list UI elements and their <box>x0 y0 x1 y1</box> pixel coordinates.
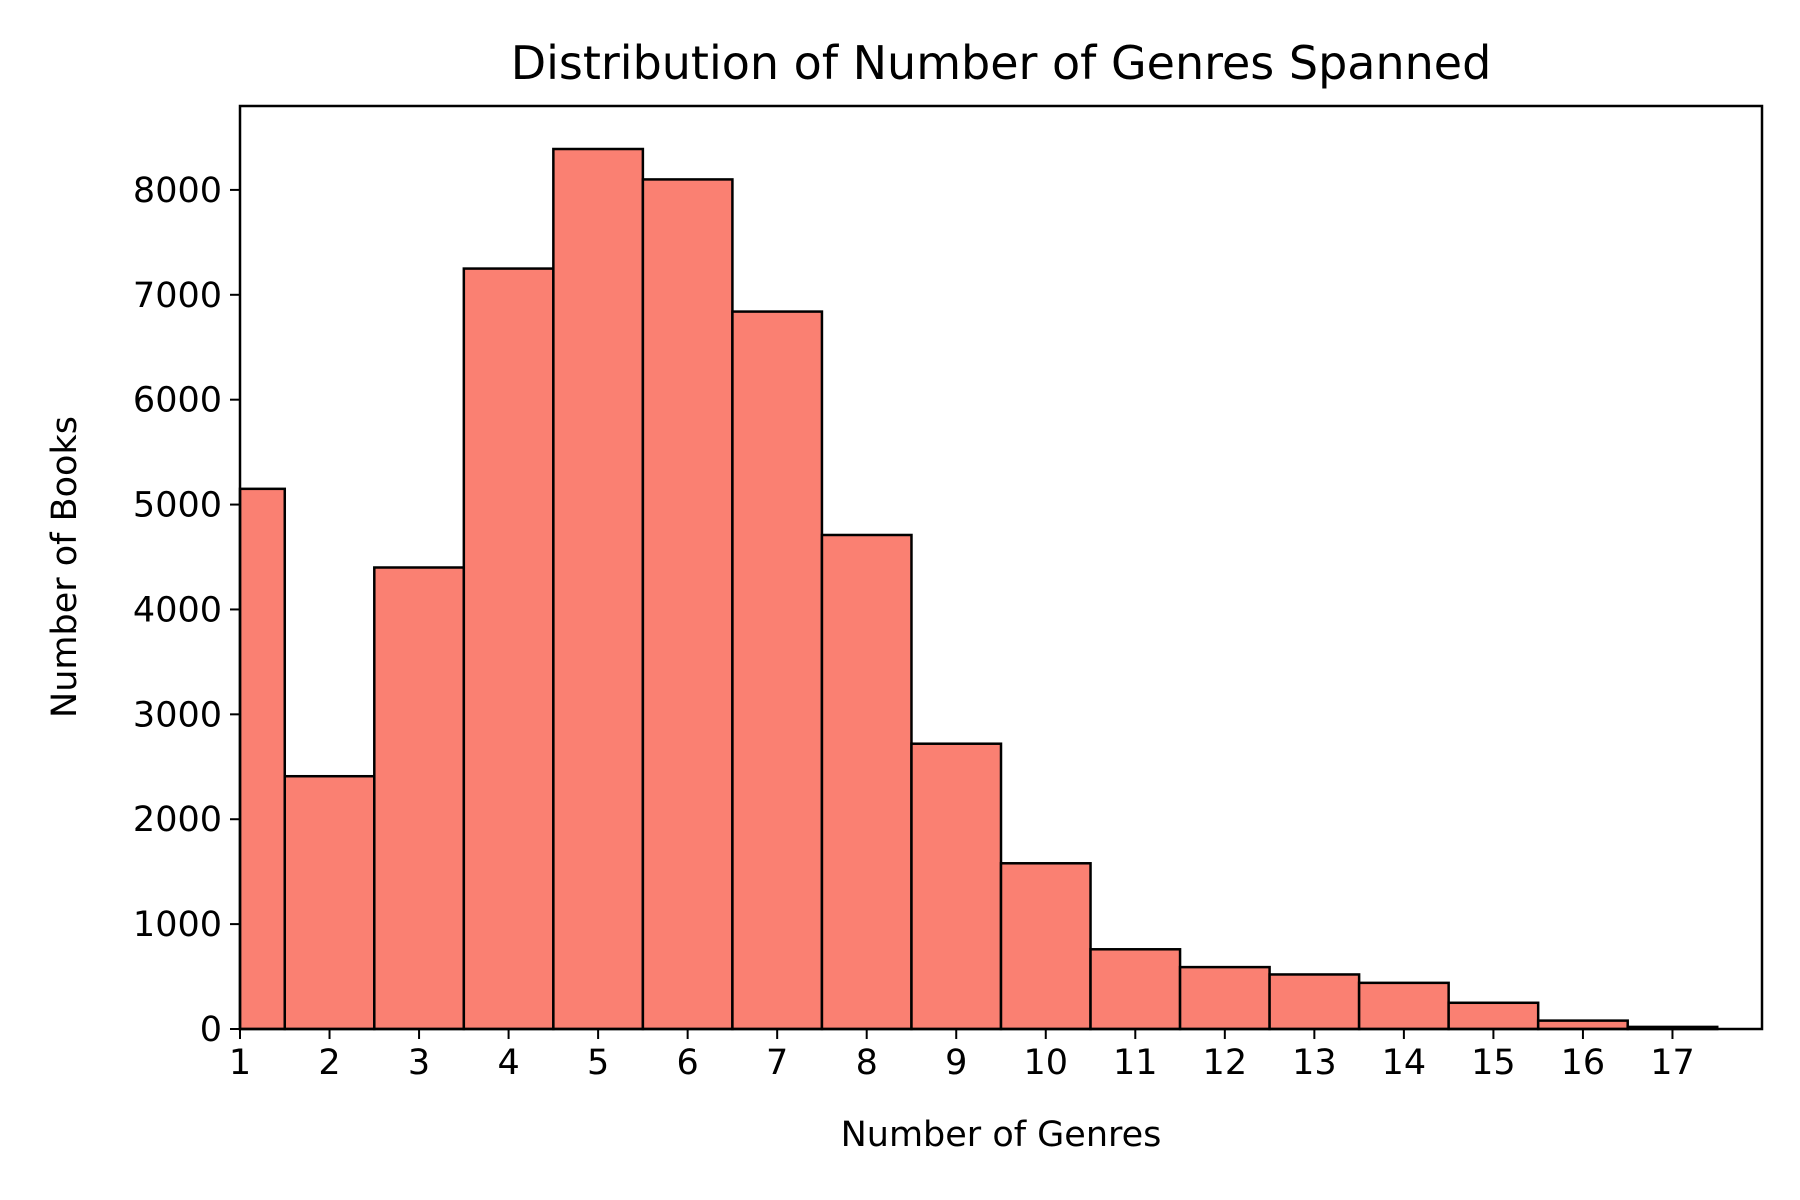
x-tick-label: 9 <box>945 1043 967 1083</box>
y-tick-label: 6000 <box>133 381 222 421</box>
histogram-bar-8 <box>820 533 913 1031</box>
y-axis-ticks: 0 1000 2000 3000 4000 5000 6000 7000 8000 <box>133 171 240 1050</box>
y-tick-label: 4000 <box>133 590 222 630</box>
histogram-bar-10 <box>999 862 1092 1031</box>
x-axis-label: Number of Genres <box>841 1115 1162 1155</box>
histogram-bar-2 <box>283 774 376 1031</box>
y-tick-label: 0 <box>200 1010 222 1050</box>
histogram-bar-7 <box>731 310 824 1031</box>
x-tick-label: 11 <box>1113 1043 1158 1083</box>
histogram-bar-1 <box>238 487 287 1031</box>
histogram-bar-6 <box>641 178 734 1031</box>
x-tick-label: 3 <box>408 1043 430 1083</box>
y-axis-label: Number of Books <box>45 416 85 718</box>
x-tick-label: 14 <box>1382 1043 1427 1083</box>
histogram-bar-4 <box>462 267 555 1031</box>
x-tick-label: 16 <box>1561 1043 1606 1083</box>
histogram-bar-5 <box>552 147 645 1031</box>
histogram-bar-13 <box>1268 973 1361 1031</box>
x-tick-label: 12 <box>1203 1043 1248 1083</box>
x-tick-label: 13 <box>1292 1043 1337 1083</box>
x-tick-label: 4 <box>497 1043 519 1083</box>
histogram-bar-3 <box>373 566 466 1031</box>
histogram-bar-12 <box>1178 965 1271 1031</box>
y-tick-label: 3000 <box>133 695 222 735</box>
histogram-bar-11 <box>1089 948 1182 1031</box>
y-tick-label: 2000 <box>133 800 222 840</box>
x-tick-label: 1 <box>229 1043 251 1083</box>
plot-frame <box>238 104 1764 1031</box>
y-tick-label: 7000 <box>133 276 222 316</box>
histogram-bar-9 <box>910 742 1003 1031</box>
x-tick-label: 2 <box>318 1043 340 1083</box>
histogram-bar-14 <box>1357 981 1450 1031</box>
x-tick-label: 10 <box>1023 1043 1068 1083</box>
histogram-bar-15 <box>1447 1001 1540 1031</box>
y-tick-label: 1000 <box>133 905 222 945</box>
x-tick-label: 7 <box>766 1043 788 1083</box>
x-tick-label: 15 <box>1471 1043 1516 1083</box>
y-tick-label: 8000 <box>133 171 222 211</box>
bars-group <box>238 147 1719 1031</box>
chart-title: Distribution of Number of Genres Spanned <box>511 36 1492 90</box>
x-tick-label: 6 <box>677 1043 699 1083</box>
x-tick-label: 17 <box>1650 1043 1695 1083</box>
x-tick-label: 5 <box>587 1043 609 1083</box>
histogram-bar-16 <box>1536 1019 1629 1031</box>
x-tick-label: 8 <box>856 1043 878 1083</box>
x-axis-ticks: 1 2 3 4 5 6 7 8 9 10 11 12 13 14 15 16 17 <box>229 1029 1695 1083</box>
y-tick-label: 5000 <box>133 486 222 526</box>
